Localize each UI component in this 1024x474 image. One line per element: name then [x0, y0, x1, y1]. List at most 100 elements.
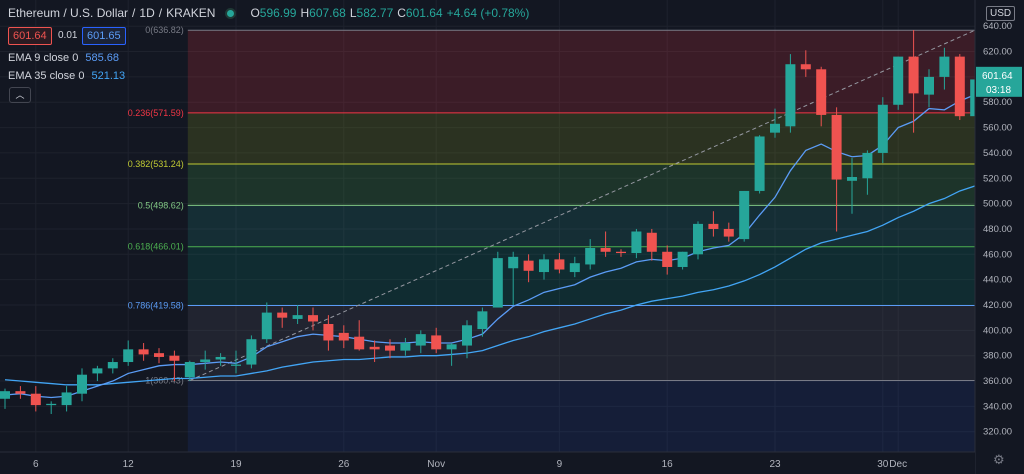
- interval-label[interactable]: 1D: [139, 6, 155, 20]
- ema9-series: [4, 94, 976, 399]
- change-value: +4.64 (+0.78%): [446, 6, 530, 20]
- time-tick-label: 6: [33, 459, 39, 470]
- chart-header: Ethereum / U.S. Dollar / 1D / KRAKEN O 59…: [8, 6, 529, 20]
- candle-body: [246, 339, 257, 365]
- price-tick-label: 320.00: [983, 427, 1012, 438]
- trendline-segment: [189, 29, 976, 381]
- trendline: [189, 29, 976, 381]
- ema9-line: [4, 94, 976, 399]
- time-tick-label: 9: [557, 459, 563, 470]
- fib-level-label: 1(360.43): [145, 375, 184, 385]
- price-tick-label: 340.00: [983, 401, 1012, 412]
- candle-body: [785, 64, 796, 127]
- countdown-label: 03:18: [986, 85, 1011, 96]
- candle-body: [893, 56, 904, 105]
- candle-body: [138, 349, 149, 355]
- ema35-label: EMA 35 close 0: [8, 70, 85, 82]
- price-tick-label: 440.00: [983, 275, 1012, 286]
- candle-body: [908, 56, 919, 94]
- time-tick-label: 12: [123, 459, 135, 470]
- price-tick-label: 460.00: [983, 249, 1012, 260]
- candle-body: [107, 362, 118, 369]
- price-tick-label: 420.00: [983, 300, 1012, 311]
- candle-body: [631, 231, 642, 254]
- candle-body: [646, 232, 657, 252]
- time-tick-label: 16: [662, 459, 674, 470]
- time-axis: 6 12 19 26 Nov 9 16 23 30 Dec: [0, 451, 975, 474]
- time-axis-bg: [0, 452, 975, 474]
- price-tick-label: 640.00: [983, 21, 1012, 32]
- candle-body: [169, 355, 180, 361]
- time-tick-label: 26: [338, 459, 350, 470]
- candle-body: [508, 256, 519, 269]
- candle-body: [0, 391, 10, 399]
- time-tick-label: Dec: [889, 459, 907, 470]
- fib-band: [187, 30, 976, 113]
- candle-body: [92, 368, 103, 374]
- candle-body: [492, 258, 503, 308]
- candle-body: [462, 325, 472, 346]
- price-axis: 640.00620.00600.00580.00560.00540.00520.…: [974, 0, 1024, 474]
- price-tick-label: 360.00: [983, 376, 1012, 387]
- sell-button[interactable]: 601.64: [8, 27, 52, 45]
- candle-body: [431, 335, 442, 350]
- buy-button[interactable]: 601.65: [82, 27, 126, 45]
- high-label: H: [300, 6, 310, 20]
- exchange-label: KRAKEN: [166, 6, 216, 20]
- candle-body: [323, 324, 334, 341]
- close-value: 601.64: [405, 6, 443, 20]
- ema35-line: [4, 176, 991, 386]
- price-tick-label: 620.00: [983, 47, 1012, 58]
- fib-level-label: 0.786(419.58): [128, 301, 184, 311]
- candle-body: [816, 69, 827, 115]
- last-price-marker: [976, 66, 1022, 97]
- candle-body: [847, 177, 857, 181]
- currency-button[interactable]: USD: [986, 6, 1016, 21]
- gear-icon[interactable]: ⚙: [993, 452, 1005, 467]
- time-tick-label: 30: [877, 459, 889, 470]
- candle-body: [30, 393, 41, 406]
- candle-body: [523, 260, 534, 271]
- candle-body: [154, 353, 164, 357]
- fib-band: [187, 205, 976, 247]
- ema9-label: EMA 9 close 0: [8, 52, 79, 64]
- header-separator: /: [132, 6, 136, 20]
- header-separator: /: [158, 6, 163, 20]
- candle-body: [723, 228, 734, 237]
- fib-band: [187, 246, 976, 306]
- price-tick-label: 400.00: [983, 325, 1012, 336]
- ema9-legend[interactable]: EMA 9 close 0 585.68: [8, 52, 119, 64]
- low-label: L: [349, 6, 357, 20]
- candle-body: [831, 114, 842, 180]
- price-tick-label: 520.00: [983, 173, 1012, 184]
- last-price-label: 601.64: [982, 71, 1013, 82]
- fib-band: [187, 380, 976, 452]
- ema35-legend[interactable]: EMA 35 close 0 521.13: [8, 70, 125, 82]
- ema35-value: 521.13: [91, 70, 126, 82]
- fibonacci-retracement: 0(636.82) 0.236(571.59) 0.382(531.24) 0.5(4…: [128, 25, 976, 452]
- candle-body: [754, 136, 765, 191]
- candle-body: [261, 312, 272, 340]
- candle-body: [862, 152, 873, 179]
- symbol-name[interactable]: Ethereum / U.S. Dollar: [8, 6, 129, 20]
- close-label: C: [397, 6, 406, 20]
- candle-body: [61, 392, 72, 406]
- price-tick-label: 580.00: [983, 97, 1012, 108]
- low-value: 582.77: [356, 6, 394, 20]
- candle-body: [215, 356, 226, 360]
- candle-body: [184, 362, 195, 378]
- candle-body: [569, 263, 580, 273]
- candles: [0, 30, 996, 414]
- market-status-icon: [225, 7, 237, 19]
- candle-body: [277, 312, 288, 318]
- chevron-up-icon[interactable]: ︿: [9, 87, 31, 103]
- time-tick-label: Nov: [427, 459, 445, 470]
- price-tick-label: 480.00: [983, 224, 1012, 235]
- candle-body: [369, 346, 380, 350]
- candle-body: [354, 336, 365, 350]
- candle-body: [677, 251, 688, 267]
- time-tick-label: 23: [769, 459, 781, 470]
- fib-band: [187, 305, 976, 381]
- candle-body: [554, 259, 565, 270]
